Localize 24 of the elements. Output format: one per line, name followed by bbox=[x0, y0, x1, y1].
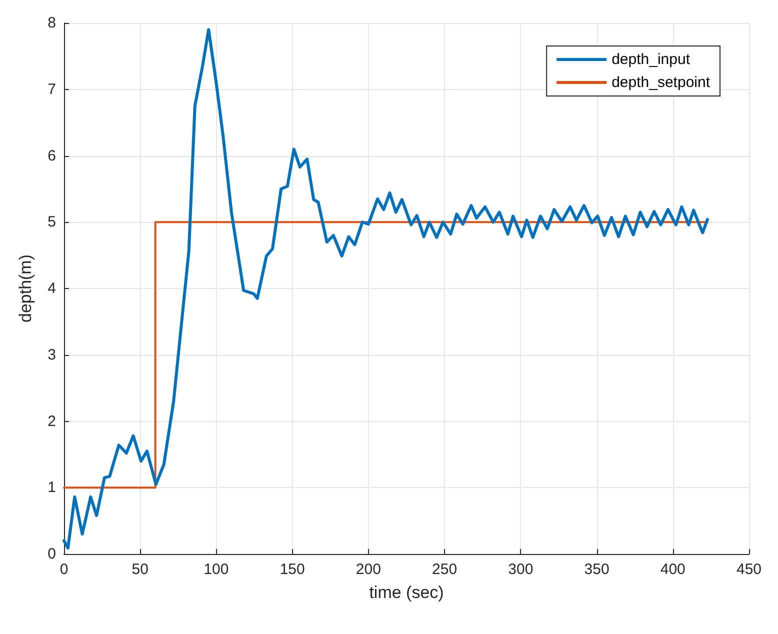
line-series bbox=[62, 28, 709, 550]
y-tick-label: 3 bbox=[48, 346, 56, 364]
x-tick-label: 250 bbox=[432, 561, 458, 578]
y-tick-label: 5 bbox=[48, 214, 56, 231]
x-tick-label: 450 bbox=[736, 561, 762, 578]
x-tick-label: 0 bbox=[60, 561, 68, 578]
y-tick-label: 2 bbox=[48, 412, 56, 430]
x-tick-label: 400 bbox=[660, 561, 686, 578]
x-tick-label: 300 bbox=[508, 561, 534, 578]
x-tick-label: 200 bbox=[356, 561, 381, 578]
x-tick-label: 150 bbox=[280, 561, 305, 578]
y-tick-label: 7 bbox=[48, 80, 56, 98]
x-axis-title: time (sec) bbox=[369, 583, 444, 602]
y-tick-label: 8 bbox=[48, 14, 56, 32]
x-tick-label: 100 bbox=[204, 561, 229, 578]
y-axis-title: depth(m) bbox=[16, 254, 35, 323]
y-tick-label: 4 bbox=[48, 280, 56, 297]
y-tick-label: 0 bbox=[48, 546, 56, 562]
legend-label: depth_input bbox=[612, 51, 691, 68]
x-tick-label: 350 bbox=[584, 561, 610, 578]
x-tick-label: 50 bbox=[132, 561, 148, 578]
y-tick-label: 6 bbox=[48, 147, 56, 164]
y-tick-label: 1 bbox=[48, 479, 56, 496]
legend-label: depth_setpoint bbox=[612, 74, 711, 91]
